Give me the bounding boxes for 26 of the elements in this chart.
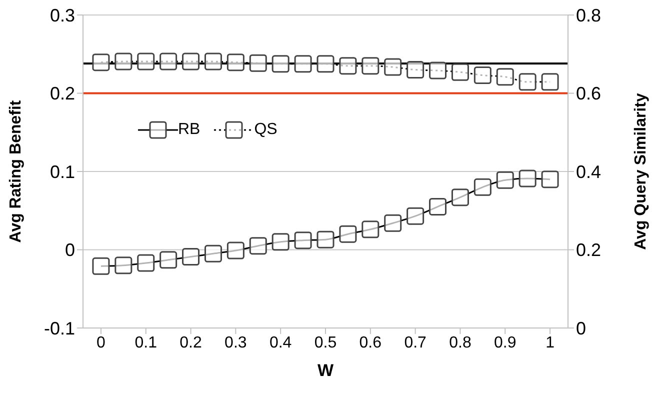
y2-axis-title: Avg Query Similarity (632, 93, 650, 250)
x-tick-label: 0.4 (269, 334, 292, 352)
x-axis-title: W (317, 361, 334, 380)
legend-label: RB (178, 121, 200, 139)
x-tick-label: 0.3 (224, 334, 247, 352)
y2-tick-label: 0 (576, 318, 586, 338)
y2-tick-label: 0.4 (576, 162, 602, 182)
y-tick-label: 0 (64, 240, 75, 260)
x-tick-label: 0.9 (494, 334, 516, 352)
x-tick-label: 0.6 (359, 334, 382, 352)
x-tick-label: 0.7 (404, 334, 427, 352)
y-tick-label: 0.3 (50, 5, 75, 26)
y2-tick-label: 0.6 (576, 84, 602, 104)
x-tick-label: 0 (96, 334, 106, 352)
y-tick-label: 0.1 (50, 162, 75, 182)
y2-tick-label: 0.8 (576, 5, 602, 26)
y-axis-title: Avg Rating Benefit (8, 100, 25, 243)
x-tick-label: 0.2 (180, 334, 202, 352)
x-tick-label: 0.8 (449, 334, 472, 352)
y2-tick-label: 0.2 (576, 240, 602, 260)
legend-label: QS (254, 121, 278, 139)
x-tick-label: 0.5 (314, 334, 337, 352)
x-tick-label: 0.1 (134, 334, 158, 352)
y-tick-label: -0.1 (44, 318, 75, 338)
y-tick-label: 0.2 (50, 84, 75, 104)
x-tick-label: 1 (546, 334, 555, 352)
